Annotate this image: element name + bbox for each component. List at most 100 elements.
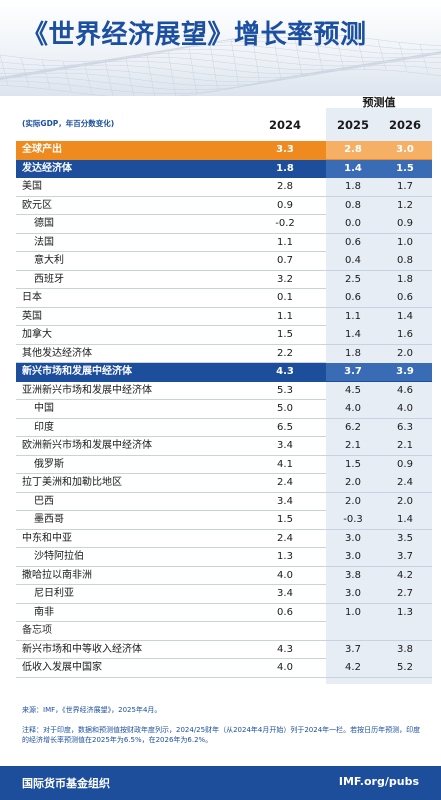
value-cell-2026: 3.9 <box>396 366 414 377</box>
value-cell-2026: 3.0 <box>396 144 414 155</box>
table-row: 意大利 0.7 0.4 0.8 <box>16 252 432 271</box>
value-cell-2024: 4.3 <box>277 643 293 655</box>
table-row: 加拿大 1.5 1.4 1.6 <box>16 326 432 345</box>
value-cell-2026: 1.2 <box>397 199 413 211</box>
value-cell-2026: 6.3 <box>397 421 413 433</box>
forecast-label: 预测值 <box>362 96 396 109</box>
value-cell-2024: 1.1 <box>277 310 293 322</box>
table-subheading: (实际GDP，年百分数变化) <box>22 119 115 128</box>
row-label: 备忘项 <box>22 625 52 636</box>
value-cell-2025: 1.4 <box>345 329 361 340</box>
value-cell-2025: 4.5 <box>345 384 361 396</box>
table-row: 欧洲新兴市场和发展中经济体 3.4 2.1 2.1 <box>16 437 432 456</box>
value-cell-2026: 0.9 <box>397 218 413 229</box>
table-row: 其他发达经济体 2.2 1.8 2.0 <box>16 344 432 363</box>
forecast-cell-background <box>326 344 432 363</box>
value-cell-2024: 3.2 <box>277 273 293 285</box>
table-row: 日本 0.1 0.6 0.6 <box>16 289 432 308</box>
row-label: 中国 <box>34 403 54 414</box>
table-row: 中国 5.0 4.0 4.0 <box>16 400 432 419</box>
forecast-cell-background <box>326 233 432 252</box>
row-label: 美国 <box>22 181 42 192</box>
row-label: 拉丁美洲和加勒比地区 <box>22 477 122 488</box>
value-cell-2025: 1.8 <box>345 347 361 359</box>
table-row: 南非 0.6 1.0 1.3 <box>16 603 432 622</box>
table-row: 撒哈拉以南非洲 4.0 3.8 4.2 <box>16 566 432 585</box>
value-cell-2025: 0.0 <box>345 218 361 229</box>
table-row: 亚洲新兴市场和发展中经济体 5.3 4.5 4.6 <box>16 381 432 400</box>
value-cell-2024: 3.3 <box>276 144 294 155</box>
table-row: 墨西哥 1.5 -0.3 1.4 <box>16 511 432 530</box>
value-cell-2024: 6.5 <box>277 421 293 433</box>
row-label: 墨西哥 <box>34 514 64 525</box>
value-cell-2024: 3.4 <box>277 495 293 507</box>
value-cell-2026: 1.8 <box>397 273 413 285</box>
value-cell-2025: 2.1 <box>345 440 361 451</box>
forecast-cell-background <box>326 659 432 677</box>
value-cell-2025: 1.4 <box>344 162 362 174</box>
growth-table: 全球产出 3.3 2.8 3.0 发达经济体 1.8 1.4 1.5 美国 2.8 1.8 1.7 欧元… <box>16 141 432 678</box>
row-label: 发达经济体 <box>22 162 72 174</box>
value-cell-2026: 2.1 <box>397 440 413 451</box>
value-cell-2024: 1.8 <box>276 162 294 174</box>
column-header-2026: 2026 <box>388 118 421 132</box>
row-label: 巴西 <box>34 495 54 507</box>
table-row: 发达经济体 1.8 1.4 1.5 <box>16 159 432 178</box>
forecast-cell-background <box>326 307 432 326</box>
value-cell-2024: 0.7 <box>277 255 293 266</box>
table-row: 沙特阿拉伯 1.3 3.0 3.7 <box>16 548 432 567</box>
value-cell-2025: 4.0 <box>345 403 361 414</box>
table-row: 全球产出 3.3 2.8 3.0 <box>16 141 432 160</box>
row-label: 法国 <box>34 236 54 248</box>
footer-link[interactable]: IMF.org/pubs <box>338 775 419 788</box>
value-cell-2024: 4.0 <box>277 569 293 581</box>
row-label: 欧洲新兴市场和发展中经济体 <box>22 440 152 451</box>
row-label: 日本 <box>22 292 42 303</box>
value-cell-2026: 1.4 <box>397 514 413 525</box>
row-label: 南非 <box>34 606 54 618</box>
footer-organization: 国际货币基金组织 <box>22 777 110 790</box>
forecast-cell-background <box>326 437 432 455</box>
forecast-cell-background <box>326 381 432 400</box>
value-cell-2024: 3.4 <box>277 440 293 451</box>
row-label: 中东和中亚 <box>22 532 72 544</box>
value-cell-2026: 0.9 <box>397 458 413 470</box>
value-cell-2024: 1.1 <box>277 236 293 248</box>
value-cell-2024: 5.0 <box>277 403 293 414</box>
value-cell-2025: 3.0 <box>345 551 361 562</box>
forecast-cell-background <box>326 141 432 159</box>
forecast-cell-background <box>326 252 432 270</box>
value-cell-2024: 4.1 <box>277 458 293 470</box>
value-cell-2024: -0.2 <box>275 218 295 229</box>
table-row: 中东和中亚 2.4 3.0 3.5 <box>16 529 432 548</box>
row-label: 俄罗斯 <box>34 458 64 470</box>
row-label: 印度 <box>34 421 54 433</box>
footnote: 注释：对于印度，数据和预测值按财政年度列示，2024/25财年（从2024年4月… <box>22 726 421 744</box>
row-label: 尼日利亚 <box>34 588 74 599</box>
table-row: 低收入发展中国家 4.0 4.2 5.2 <box>16 659 432 678</box>
value-cell-2026: 0.8 <box>397 255 413 266</box>
table-row: 德国 -0.2 0.0 0.9 <box>16 215 432 234</box>
value-cell-2024: 4.0 <box>277 662 293 673</box>
value-cell-2025: 0.6 <box>345 292 361 303</box>
forecast-cell-background <box>326 215 432 233</box>
forecast-cell-background <box>326 603 432 622</box>
page-title: 《世界经济展望》增长率预测 <box>22 20 367 50</box>
forecast-cell-background <box>326 529 432 548</box>
value-cell-2024: 4.3 <box>276 366 294 377</box>
row-label: 欧元区 <box>22 199 52 211</box>
forecast-cell-background <box>326 548 432 566</box>
row-label: 加拿大 <box>22 329 52 340</box>
value-cell-2024: 1.5 <box>277 329 293 340</box>
value-cell-2026: 1.5 <box>396 162 414 174</box>
table-row: 拉丁美洲和加勒比地区 2.4 2.0 2.4 <box>16 474 432 493</box>
value-cell-2024: 2.8 <box>277 181 293 192</box>
forecast-cell-background <box>326 289 432 307</box>
value-cell-2025: 4.2 <box>345 662 361 673</box>
value-cell-2026: 3.8 <box>397 643 413 655</box>
value-cell-2026: 1.6 <box>397 329 413 340</box>
table-row: 备忘项 <box>16 622 432 641</box>
table-row: 俄罗斯 4.1 1.5 0.9 <box>16 455 432 474</box>
value-cell-2025: 1.5 <box>345 458 361 470</box>
